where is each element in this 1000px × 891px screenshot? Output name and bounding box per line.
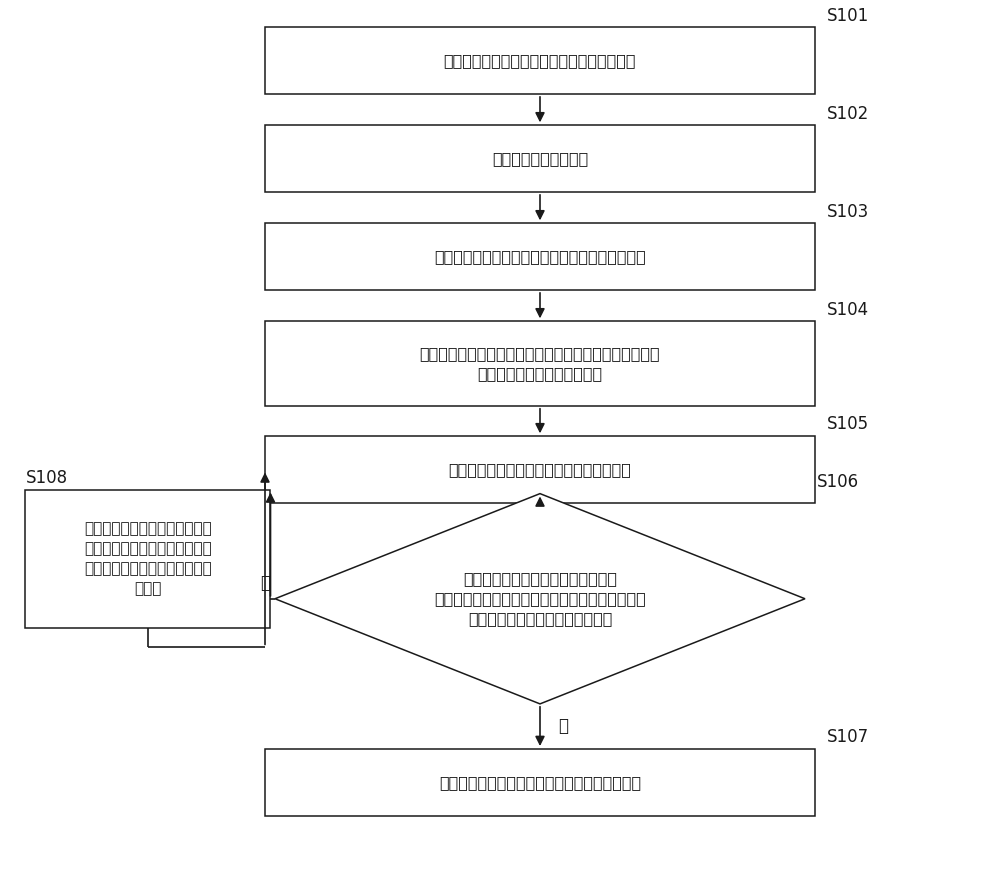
- Text: S104: S104: [827, 300, 869, 318]
- Text: 是: 是: [558, 717, 568, 735]
- Polygon shape: [275, 494, 805, 704]
- Text: 获取预测二氧化碳驱油藏混相压力的基本参数: 获取预测二氧化碳驱油藏混相压力的基本参数: [444, 53, 636, 68]
- Bar: [265, 437, 815, 503]
- Text: 确定原油溶解度参数与二氧化碳溶解
度参数的差的绝对值，并判断差的绝对值与一预设
阈值的误差是否小于一预设误差值: 确定原油溶解度参数与二氧化碳溶解 度参数的差的绝对值，并判断差的绝对值与一预设 …: [434, 571, 646, 626]
- Bar: [265, 28, 815, 94]
- Text: S103: S103: [827, 202, 869, 221]
- Text: S108: S108: [26, 469, 68, 486]
- Bar: [265, 125, 815, 192]
- Bar: [265, 224, 815, 290]
- Text: 根据二氧化碳密度确定二氧化碳溶解度参数: 根据二氧化碳密度确定二氧化碳溶解度参数: [449, 462, 631, 477]
- Text: 获取油藏的原油分子量: 获取油藏的原油分子量: [492, 151, 588, 166]
- Text: 将试算压力值作为二氧化碳驱油藏最小混相压力: 将试算压力值作为二氧化碳驱油藏最小混相压力: [439, 775, 641, 789]
- Text: S102: S102: [827, 104, 869, 122]
- Bar: [265, 748, 815, 816]
- Text: S106: S106: [817, 473, 859, 491]
- Text: S105: S105: [827, 415, 869, 434]
- Text: S107: S107: [827, 728, 869, 747]
- Text: 以油藏原始地层压力为试算压力值，确定当前试算压力值
与油藏温度下的二氧化碳密度: 以油藏原始地层压力为试算压力值，确定当前试算压力值 与油藏温度下的二氧化碳密度: [420, 346, 660, 381]
- Text: 调整试算压力值，形成更新后的
试算压力值，并重新确定当前试
算压力值与油藏温度下的二氧化
碳密度: 调整试算压力值，形成更新后的 试算压力值，并重新确定当前试 算压力值与油藏温度下…: [84, 521, 212, 596]
- Bar: [26, 490, 270, 627]
- Text: 根据原油分子量以及油藏温度确定原油溶解度参数: 根据原油分子量以及油藏温度确定原油溶解度参数: [434, 249, 646, 264]
- Bar: [265, 321, 815, 405]
- Text: 否: 否: [260, 574, 270, 592]
- Text: S101: S101: [827, 6, 869, 25]
